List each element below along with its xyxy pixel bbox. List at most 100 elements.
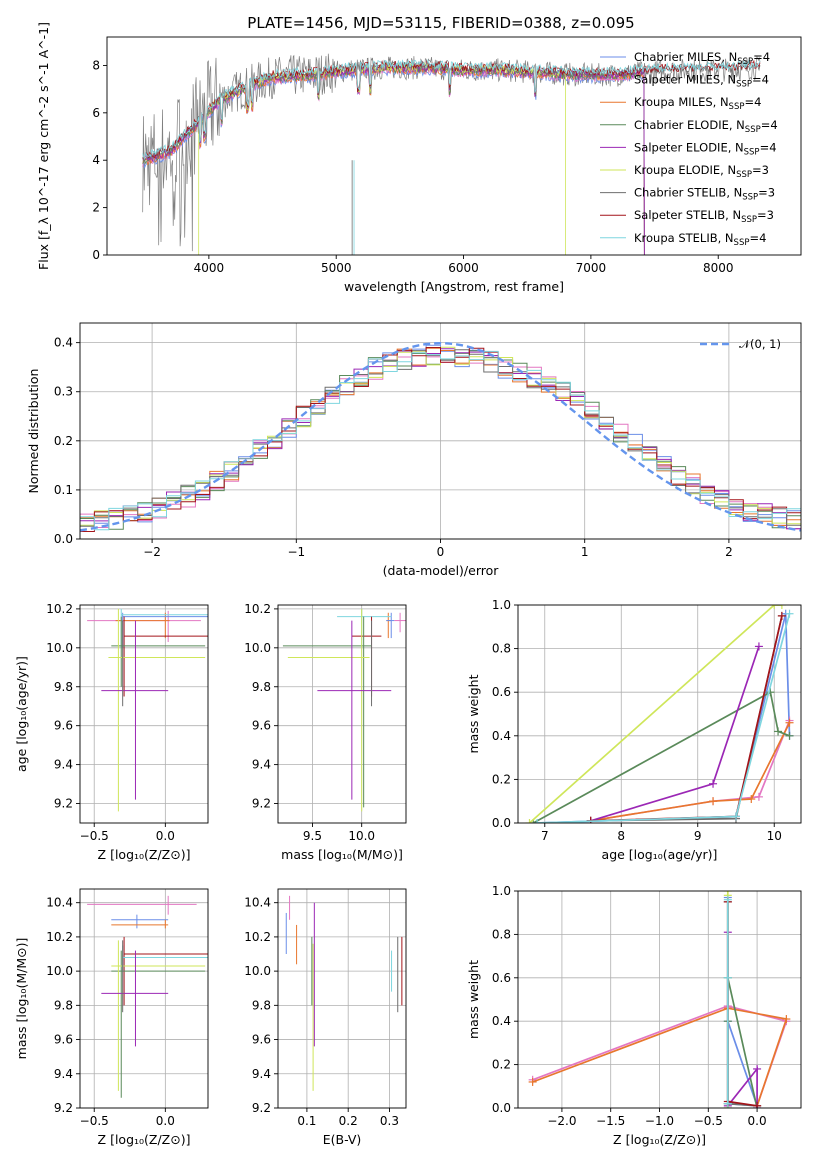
plot-frame	[79, 888, 209, 1109]
residual-histogram-kroupa-stelib	[80, 350, 801, 539]
y-tick-label: 10.2	[244, 930, 271, 944]
y-tick-label: 9.8	[54, 998, 73, 1012]
series-line-salpeter-stelib	[590, 615, 783, 822]
plot-frame	[277, 888, 407, 1109]
figure-title: PLATE=1456, MJD=53115, FIBERID=0388, z=0…	[247, 14, 634, 32]
y-tick-label: 0.6	[492, 685, 511, 699]
y-tick-label: 10.2	[46, 602, 73, 616]
age-vs-mass-panel: 9.5 10.0 9.2 9.4 9.6 9.8 10.0 10.2 mass [log₁₀(M…	[244, 602, 407, 862]
x-tick-label: 0.2	[339, 1114, 358, 1128]
y-tick-label: 0	[92, 248, 100, 262]
x-axis-label: age [log₁₀(age/yr)]	[602, 847, 718, 862]
y-tick-label: 10.0	[46, 964, 73, 978]
model-spectrum-chabrier-miles	[142, 66, 645, 255]
mass-vs-ebv-panel: 0.1 0.2 0.3 9.2 9.4 9.6 9.8 10.0 10.2 10.4 E(B-V)	[244, 888, 407, 1147]
y-tick-label: 9.6	[252, 1033, 271, 1047]
y-tick-label: 9.2	[252, 1101, 271, 1115]
y-tick-label: 0.3	[54, 385, 73, 399]
y-tick-label: 0.2	[492, 1058, 511, 1072]
y-tick-label: 9.8	[252, 680, 271, 694]
x-tick-label: 0.0	[156, 1114, 175, 1128]
x-tick-label: −1.0	[645, 1114, 674, 1128]
x-tick-label: −1	[287, 545, 305, 559]
y-tick-label: 10.0	[244, 641, 271, 655]
x-tick-label: −2.0	[547, 1114, 576, 1128]
y-axis-label: age [log₁₀(age/yr)]	[14, 656, 29, 772]
plot-area	[525, 605, 794, 823]
series-line-kroupa-miles	[590, 722, 791, 822]
spectrum-panel: 4000 5000 6000 7000 8000 0 2 4 6 8 wavelength [Ang…	[36, 22, 802, 294]
x-tick-label: 6000	[448, 261, 479, 275]
plot-frame	[106, 36, 802, 256]
y-tick-label: 0.4	[492, 729, 511, 743]
residual-histogram-panel: −2 −1 0 1 2 0.0 0.1 0.2 0.3 0.4 (data-model)/error…	[26, 322, 802, 578]
x-tick-label: 0.0	[156, 829, 175, 843]
y-axis-label: Normed distribution	[26, 369, 41, 494]
y-axis-label: mass weight	[466, 960, 481, 1039]
x-tick-label: 9.5	[303, 829, 322, 843]
x-axis-label: Z [log₁₀(Z/Z⊙)]	[613, 1132, 706, 1147]
legend-label: Chabrier MILES, NSSP=4	[634, 50, 770, 67]
model-spectrum-salpeter-elodie	[142, 62, 645, 255]
model-spectrum-kroupa-stelib	[142, 58, 761, 160]
x-tick-label: 8	[617, 829, 625, 843]
x-tick-label: −0.5	[80, 1114, 109, 1128]
series-line-kroupa-stelib	[537, 613, 791, 823]
legend-label: Kroupa STELIB, NSSP=4	[634, 231, 766, 248]
y-tick-label: 10.4	[244, 896, 271, 910]
series-line-chabrier-stelib	[590, 615, 783, 822]
legend-label: Salpeter STELIB, NSSP=3	[634, 208, 774, 225]
y-tick-label: 9.6	[54, 719, 73, 733]
plot-area	[282, 608, 406, 812]
plot-area	[87, 895, 208, 1098]
x-axis-label: (data-model)/error	[383, 563, 500, 578]
x-tick-label: 10	[767, 829, 782, 843]
y-tick-label: 9.8	[54, 680, 73, 694]
model-spectrum-kroupa-miles	[142, 64, 645, 255]
y-tick-label: 6	[92, 106, 100, 120]
plot-frame	[517, 604, 802, 824]
y-tick-label: 9.2	[252, 797, 271, 811]
y-tick-label: 0.4	[492, 1014, 511, 1028]
x-tick-label: 0.1	[297, 1114, 316, 1128]
x-tick-label: 10.0	[348, 829, 375, 843]
legend-label: Chabrier ELODIE, NSSP=4	[634, 118, 778, 135]
plot-area	[528, 891, 791, 1108]
x-tick-label: −0.5	[694, 1114, 723, 1128]
plot-area	[285, 895, 403, 1091]
model-spectrum-chabrier-elodie	[142, 63, 645, 255]
x-axis-label: E(B-V)	[323, 1132, 362, 1147]
legend-label: Chabrier STELIB, NSSP=3	[634, 186, 775, 203]
massweight-vs-age-panel: 7 8 9 10 0.0 0.2 0.4 0.6 0.8 1.0 age [log₁₀(age/yr…	[466, 598, 802, 862]
y-tick-label: 9.4	[54, 758, 73, 772]
x-axis-label: Z [log₁₀(Z/Z⊙)]	[98, 847, 191, 862]
series-line-chabrier-elodie	[532, 690, 790, 823]
y-tick-label: 0.2	[492, 772, 511, 786]
series-line-kroupa-elodie	[528, 605, 782, 823]
y-tick-label: 9.4	[54, 1067, 73, 1081]
series-line-salpeter-elodie	[726, 932, 758, 1108]
legend-label: Salpeter ELODIE, NSSP=4	[634, 140, 777, 157]
y-tick-label: 10.0	[46, 641, 73, 655]
age-vs-metallicity-panel: −0.5 0.0 9.2 9.4 9.6 9.8 10.0 10.2 Z [log₁₀(Z/Z⊙…	[14, 602, 209, 862]
x-axis-label: mass [log₁₀(M/M⊙)]	[281, 847, 403, 862]
legend-label: Salpeter MILES, NSSP=4	[634, 73, 769, 90]
residual-histogram-salpeter-stelib	[80, 347, 801, 539]
y-tick-label: 10.2	[244, 602, 271, 616]
y-tick-label: 9.2	[54, 1101, 73, 1115]
mass-vs-metallicity-panel: −0.5 0.0 9.2 9.4 9.6 9.8 10.0 10.2 10.4 Z [log₁₀(…	[14, 888, 209, 1147]
y-tick-label: 9.4	[252, 758, 271, 772]
y-tick-label: 10.0	[244, 964, 271, 978]
y-tick-label: 0.4	[54, 336, 73, 350]
legend-label: Kroupa MILES, NSSP=4	[634, 95, 761, 112]
series-line-chabrier-miles	[537, 613, 791, 823]
legend-label: 𝒩(0, 1)	[739, 337, 781, 351]
x-axis-label: wavelength [Angstrom, rest frame]	[344, 279, 564, 294]
y-axis-label: Flux [f_λ 10^-17 erg cm^-2 s^-1 A^-1]	[36, 22, 51, 270]
plot-frame	[79, 604, 209, 824]
x-tick-label: −2	[143, 545, 161, 559]
y-tick-label: 4	[92, 153, 100, 167]
y-tick-label: 0.8	[492, 927, 511, 941]
x-tick-label: 5000	[321, 261, 352, 275]
